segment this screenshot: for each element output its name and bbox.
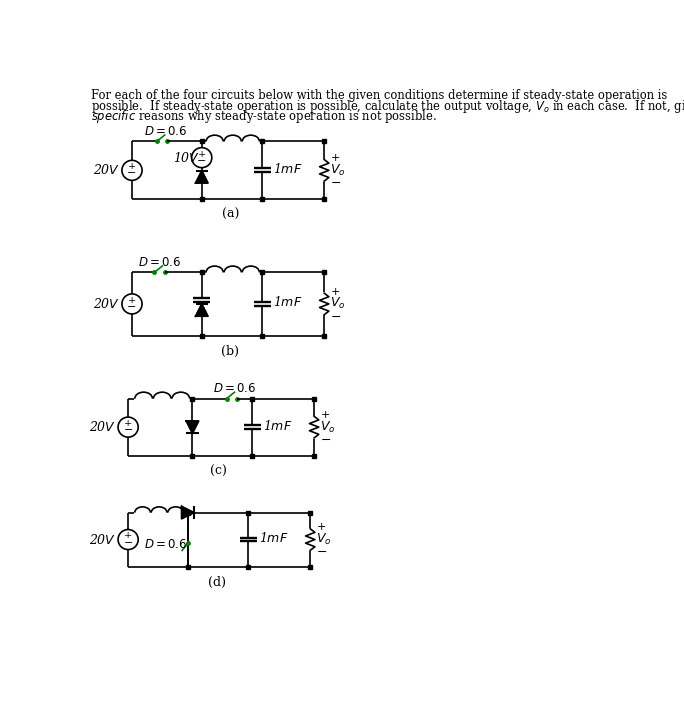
Text: +: + bbox=[330, 153, 340, 163]
Text: +: + bbox=[320, 410, 330, 420]
Polygon shape bbox=[181, 506, 194, 519]
Text: 20$V$: 20$V$ bbox=[93, 297, 120, 311]
Text: −: − bbox=[320, 434, 331, 447]
Text: (c): (c) bbox=[211, 465, 227, 478]
Text: $D=0.6$: $D=0.6$ bbox=[138, 256, 182, 268]
Text: −: − bbox=[330, 177, 341, 190]
Polygon shape bbox=[196, 304, 208, 316]
Text: −: − bbox=[317, 546, 327, 559]
Text: possible.  If steady-state operation is possible, calculate the output voltage, : possible. If steady-state operation is p… bbox=[91, 99, 684, 115]
Text: (b): (b) bbox=[222, 345, 239, 358]
Text: 20$V$: 20$V$ bbox=[90, 532, 116, 546]
Text: −: − bbox=[127, 168, 137, 178]
Text: (a): (a) bbox=[222, 208, 239, 222]
Text: −: − bbox=[330, 310, 341, 324]
Text: −: − bbox=[197, 156, 207, 166]
Text: 20$V$: 20$V$ bbox=[90, 420, 116, 434]
Text: $D=0.6$: $D=0.6$ bbox=[144, 539, 187, 551]
Text: +: + bbox=[128, 296, 136, 305]
Polygon shape bbox=[186, 421, 198, 433]
Text: −: − bbox=[127, 302, 137, 312]
Text: +: + bbox=[124, 419, 132, 428]
Text: 1$mF$: 1$mF$ bbox=[273, 162, 302, 176]
Text: $D=0.6$: $D=0.6$ bbox=[144, 125, 187, 137]
Text: $V_o$: $V_o$ bbox=[330, 163, 346, 178]
Text: +: + bbox=[317, 522, 326, 532]
Polygon shape bbox=[196, 171, 208, 183]
Text: 20$V$: 20$V$ bbox=[93, 163, 120, 177]
Text: +: + bbox=[124, 532, 132, 540]
Text: For each of the four circuits below with the given conditions determine if stead: For each of the four circuits below with… bbox=[91, 89, 667, 102]
Text: (d): (d) bbox=[208, 576, 226, 589]
Text: 10$V$: 10$V$ bbox=[173, 151, 200, 165]
Text: +: + bbox=[330, 287, 340, 296]
Text: $V_o$: $V_o$ bbox=[320, 420, 336, 434]
Text: +: + bbox=[198, 150, 206, 159]
Text: 1$mF$: 1$mF$ bbox=[273, 296, 302, 309]
Text: −: − bbox=[123, 425, 133, 435]
Text: −: − bbox=[123, 538, 133, 548]
Text: $\mathit{specific}$ reasons why steady-state operation is not possible.: $\mathit{specific}$ reasons why steady-s… bbox=[91, 108, 436, 125]
Text: $V_o$: $V_o$ bbox=[317, 532, 332, 547]
Text: +: + bbox=[128, 162, 136, 171]
Text: $D=0.6$: $D=0.6$ bbox=[213, 382, 256, 395]
Text: 1$mF$: 1$mF$ bbox=[263, 419, 293, 432]
Text: $V_o$: $V_o$ bbox=[330, 296, 346, 311]
Text: 1$mF$: 1$mF$ bbox=[259, 531, 289, 545]
